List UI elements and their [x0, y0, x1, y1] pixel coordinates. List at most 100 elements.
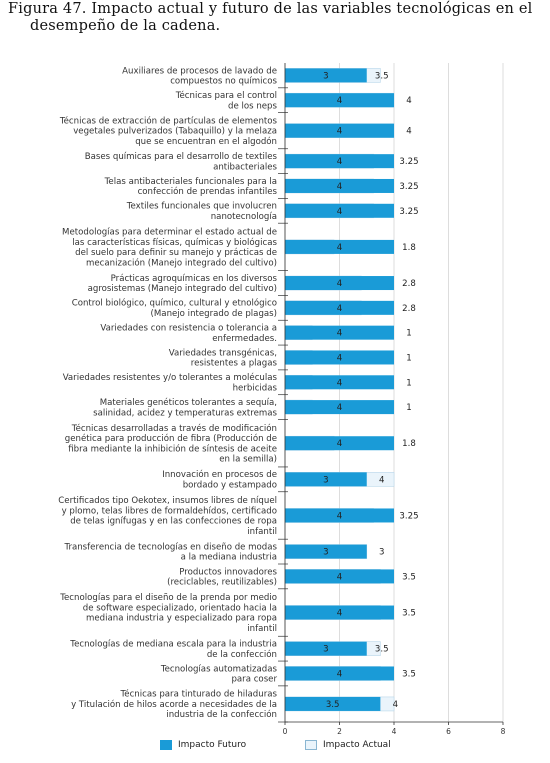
- category-label: infantil: [247, 527, 277, 537]
- category-label: confección de prendas infantiles: [138, 186, 278, 197]
- data-label-future: 3: [323, 548, 328, 558]
- bar-future: [285, 350, 394, 365]
- category-label: fibra mediante la inhibición de síntesis…: [68, 443, 277, 454]
- data-label-actual: 1: [406, 329, 411, 339]
- bar-future: [285, 68, 367, 83]
- category-label: Productos innovadores: [179, 567, 277, 577]
- category-label: Tecnologías automatizadas: [160, 664, 278, 674]
- data-label-future: 3.5: [326, 700, 340, 710]
- category-label: genética para producción de fibra (Produ…: [65, 433, 277, 444]
- category-label: antibacteriales: [213, 162, 277, 172]
- bar-future: [285, 605, 394, 620]
- data-label-future: 4: [337, 353, 342, 363]
- bar-future: [285, 641, 367, 656]
- data-label-future: 4: [337, 127, 342, 137]
- category-label: nanotecnología: [211, 212, 277, 222]
- category-label: mediana industria y especializado para r…: [86, 614, 277, 624]
- bar-future: [285, 203, 394, 218]
- category-label: Tecnologías de mediana escala para la in…: [69, 640, 277, 650]
- data-label-actual: 3.5: [402, 669, 416, 679]
- data-label-actual: 2.8: [402, 279, 416, 289]
- legend-swatch-actual: [305, 740, 317, 750]
- bar-future: [285, 239, 394, 254]
- data-label-actual: 3.25: [399, 511, 418, 521]
- data-label-future: 4: [337, 669, 342, 679]
- category-label: Textiles funcionales que involucren: [126, 202, 277, 212]
- figure-title: Figura 47. Impacto actual y futuro de la…: [8, 1, 548, 35]
- data-label-actual: 3.25: [399, 157, 418, 167]
- data-label-actual: 3.5: [375, 71, 389, 81]
- category-label: Variedades con resistencia o tolerancia …: [100, 324, 277, 334]
- bar-future: [285, 400, 394, 415]
- bar-future: [285, 508, 394, 523]
- bar-future: [285, 123, 394, 138]
- data-label-actual: 1.8: [402, 243, 416, 253]
- data-label-future: 4: [337, 403, 342, 413]
- data-label-future: 4: [337, 96, 342, 106]
- category-label: agrosistemas (Manejo integrado del culti…: [88, 284, 277, 294]
- data-label-future: 3: [323, 645, 328, 655]
- data-label-future: 4: [337, 243, 342, 253]
- category-label: enfermedades.: [212, 334, 277, 344]
- data-label-future: 4: [337, 182, 342, 192]
- data-label-future: 4: [337, 378, 342, 388]
- category-label: y Titulación de hilos acorde a necesidad…: [71, 699, 277, 710]
- bar-future: [285, 696, 381, 711]
- category-label: compuestos no químicos: [170, 77, 277, 87]
- data-label-actual: 3.25: [399, 207, 418, 217]
- bar-future: [285, 154, 394, 169]
- data-label-future: 4: [337, 609, 342, 619]
- category-label: Innovación en procesos de: [162, 469, 277, 480]
- category-label: bordado y estampado: [183, 480, 277, 490]
- data-label-actual: 1: [406, 378, 411, 388]
- category-label: infantil: [247, 624, 277, 634]
- bar-future: [285, 325, 394, 340]
- category-label: de la confección: [207, 649, 277, 660]
- bar-future: [285, 472, 367, 487]
- category-label: a la mediana industria: [181, 553, 277, 563]
- data-label-future: 3: [323, 71, 328, 81]
- data-label-actual: 3: [379, 548, 384, 558]
- x-tick-label: 2: [337, 727, 342, 736]
- data-label-future: 4: [337, 157, 342, 167]
- x-tick-label: 8: [501, 727, 506, 736]
- data-label-future: 4: [337, 511, 342, 521]
- data-label-actual: 2.8: [402, 304, 416, 314]
- bar-future: [285, 436, 394, 451]
- category-label: Variedades transgénicas,: [169, 347, 277, 358]
- bar-future: [285, 300, 394, 315]
- data-label-future: 4: [337, 304, 342, 314]
- data-label-actual: 4: [406, 96, 411, 106]
- legend-item-future: Impacto Futuro: [160, 740, 246, 750]
- x-tick-label: 6: [446, 727, 451, 736]
- data-label-actual: 1.8: [402, 439, 416, 449]
- category-label: de los neps: [228, 101, 278, 111]
- category-label: salinidad, acidez y temperaturas extrema…: [93, 408, 277, 418]
- data-label-future: 4: [337, 279, 342, 289]
- category-label: vegetales pulverizados (Tabaquillo) y la…: [73, 127, 277, 137]
- category-label: Técnicas desarrolladas a través de modif…: [71, 423, 277, 434]
- data-label-future: 4: [337, 207, 342, 217]
- figure-title-line-1: Figura 47. Impacto actual y futuro de la…: [8, 1, 533, 17]
- figure-title-line-2: desempeño de la cadena.: [30, 18, 221, 34]
- data-label-actual: 4: [406, 127, 411, 137]
- legend-item-actual: Impacto Actual: [305, 740, 391, 750]
- category-label: Control biológico, químico, cultural y e…: [72, 298, 277, 309]
- data-label-actual: 3.5: [375, 645, 389, 655]
- bar-future: [285, 569, 394, 584]
- category-label: resistentes a plagas: [191, 359, 278, 369]
- category-label: y plomo, telas libres de formaldehídos, …: [62, 506, 277, 516]
- data-label-actual: 4: [393, 700, 398, 710]
- category-label: industria de la confección: [166, 709, 277, 720]
- x-tick-label: 4: [392, 727, 397, 736]
- bar-future: [285, 666, 394, 681]
- data-label-actual: 1: [406, 403, 411, 413]
- category-label: Materiales genéticos tolerantes a sequía…: [100, 397, 277, 408]
- category-label: (reciclables, reutilizables): [167, 578, 277, 588]
- category-label: en la semilla): [219, 455, 277, 465]
- category-label: para coser: [231, 675, 277, 685]
- category-label: Técnicas para el control: [175, 90, 277, 101]
- category-label: (Manejo integrado de plagas): [151, 309, 277, 319]
- category-label: Técnicas de extracción de partículas de …: [59, 115, 278, 126]
